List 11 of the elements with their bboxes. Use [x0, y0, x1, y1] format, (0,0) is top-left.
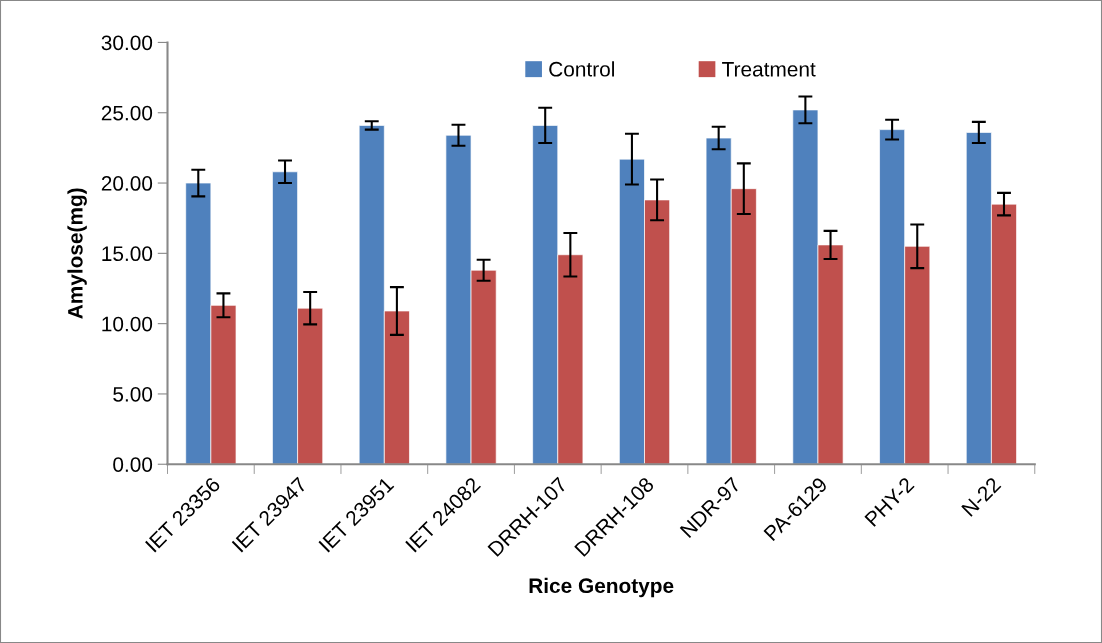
y-tick-label: 0.00 [113, 457, 153, 472]
y-tick-label: 15.00 [102, 246, 153, 262]
y-axis-title: Amylose(mg) [67, 188, 87, 319]
y-tick-label: 5.00 [113, 386, 153, 402]
x-axis-title: Rice Genotype [529, 577, 674, 598]
y-tick-label: 25.00 [101, 105, 153, 121]
y-tick-label: 30.00 [101, 35, 153, 51]
y-tick-label: 20.00 [101, 176, 153, 191]
legend-label: Control [549, 61, 614, 77]
legend-label: Treatment [722, 62, 816, 77]
y-tick-label: 10.00 [102, 316, 153, 332]
